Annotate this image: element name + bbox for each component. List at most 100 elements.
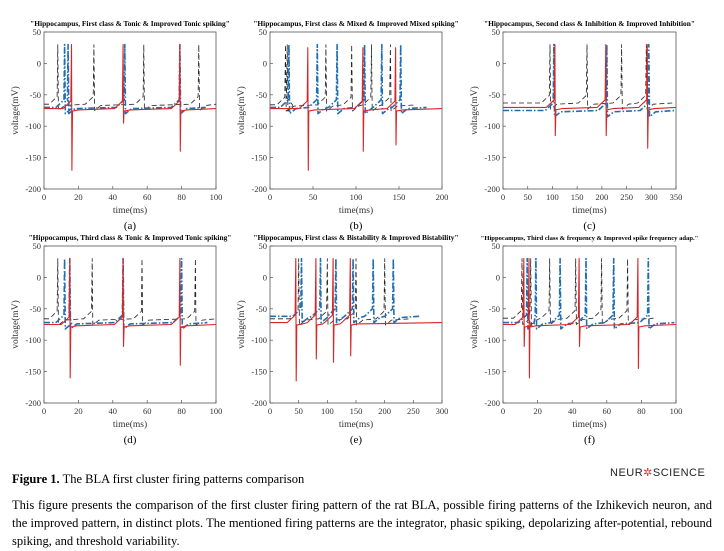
y-axis-label: voltage(mV) — [10, 300, 21, 349]
y-tick-label: -50 — [256, 90, 267, 100]
x-tick-label: 100 — [670, 406, 683, 416]
series-red-trace — [44, 258, 217, 379]
x-tick-label: 250 — [620, 192, 633, 202]
y-axis-label: voltage(mV) — [469, 86, 480, 135]
y-tick-label: -50 — [256, 304, 267, 314]
figure-label: Figure 1. — [12, 472, 60, 486]
y-tick-label: -100 — [251, 335, 267, 345]
x-axis-label: time(ms) — [113, 205, 147, 216]
journal-logo: NEUR✲SCIENCE — [610, 466, 705, 479]
y-tick-label: -150 — [25, 367, 41, 377]
series-black-trace — [44, 258, 217, 326]
y-tick-label: -150 — [484, 153, 500, 163]
chart-panel-4: "Hippocampus, Third class & Tonic & Impr… — [10, 233, 231, 446]
x-tick-label: 40 — [109, 192, 118, 202]
x-tick-label: 100 — [210, 192, 223, 202]
x-tick-label: 100 — [350, 192, 363, 202]
x-tick-label: 40 — [109, 406, 118, 416]
x-axis-label: time(ms) — [572, 419, 606, 430]
x-tick-label: 200 — [378, 406, 391, 416]
figure-description: This figure presents the comparison of t… — [12, 498, 712, 549]
panel-label: (d) — [124, 434, 137, 446]
y-tick-label: 0 — [37, 58, 41, 68]
x-tick-label: 0 — [501, 406, 505, 416]
x-tick-label: 0 — [42, 192, 46, 202]
y-tick-label: -150 — [251, 367, 267, 377]
series-blue-trace — [270, 257, 420, 324]
logo-text-right: SCIENCE — [652, 467, 706, 479]
y-tick-label: 0 — [263, 272, 267, 282]
panel-label: (e) — [350, 434, 363, 446]
y-axis-label: voltage(mV) — [469, 300, 480, 349]
x-tick-label: 100 — [210, 406, 223, 416]
series-blue-trace — [270, 43, 427, 115]
y-tick-label: -200 — [251, 398, 267, 408]
y-tick-label: -100 — [25, 335, 41, 345]
x-tick-label: 0 — [268, 192, 272, 202]
y-tick-label: -150 — [484, 367, 500, 377]
series-black-trace — [503, 44, 673, 110]
x-tick-label: 250 — [407, 406, 420, 416]
logo-dot-icon: ✲ — [643, 467, 653, 479]
y-tick-label: 50 — [259, 241, 268, 251]
x-tick-label: 300 — [645, 192, 658, 202]
figure-title: The BLA first cluster firing patterns co… — [62, 472, 305, 486]
x-tick-label: 300 — [436, 406, 449, 416]
panel-label: (c) — [583, 220, 596, 232]
x-axis-label: time(ms) — [113, 419, 147, 430]
chart-title: "Hippocampus, First class & Tonic & Impr… — [30, 19, 230, 28]
chart-panel-5: "Hippocampus, First class & Bistability … — [236, 233, 459, 446]
series-black-trace — [270, 258, 411, 326]
x-tick-label: 50 — [309, 192, 318, 202]
y-axis-label: voltage(mV) — [236, 300, 247, 349]
x-tick-label: 60 — [143, 192, 152, 202]
chart-panel-3: "Hippocampus, Second class & Inhibition … — [469, 19, 695, 232]
y-tick-label: -100 — [25, 121, 41, 131]
logo-text-left: NEUR — [610, 467, 644, 479]
plot-frame — [269, 31, 443, 190]
figure-caption-title: Figure 1. The BLA first cluster firing p… — [12, 472, 304, 487]
x-tick-label: 50 — [294, 406, 303, 416]
x-tick-label: 200 — [436, 192, 449, 202]
x-tick-label: 350 — [670, 192, 683, 202]
panel-label: (b) — [350, 220, 363, 232]
y-tick-label: 50 — [492, 27, 501, 37]
x-tick-label: 150 — [350, 406, 363, 416]
y-tick-label: -150 — [251, 153, 267, 163]
plot-frame — [43, 31, 217, 190]
y-axis-label: voltage(mV) — [236, 86, 247, 135]
chart-panel-2: "Hippocampus, First class & Mixed & Impr… — [236, 19, 459, 232]
series-blue-trace — [503, 43, 675, 118]
x-tick-label: 100 — [546, 192, 559, 202]
y-tick-label: -200 — [25, 398, 41, 408]
chart-title: "Hippocampus, First class & Bistability … — [253, 233, 458, 242]
y-axis-label: voltage(mV) — [10, 86, 21, 135]
y-tick-label: -50 — [30, 90, 41, 100]
x-tick-label: 20 — [74, 192, 83, 202]
x-tick-label: 50 — [523, 192, 532, 202]
y-tick-label: -100 — [484, 335, 500, 345]
x-tick-label: 80 — [177, 406, 186, 416]
chart-title: "Hippocampus, Third class & frequency & … — [481, 235, 699, 242]
y-tick-label: 50 — [492, 241, 501, 251]
x-tick-label: 0 — [501, 192, 505, 202]
y-tick-label: 50 — [33, 241, 42, 251]
chart-title: "Hippocampus, Third class & Tonic & Impr… — [29, 233, 232, 242]
series-red-trace — [503, 258, 677, 379]
y-tick-label: -150 — [25, 153, 41, 163]
series-red-trace — [503, 44, 677, 149]
y-tick-label: -200 — [25, 184, 41, 194]
y-tick-label: 50 — [259, 27, 268, 37]
x-tick-label: 100 — [321, 406, 334, 416]
y-tick-label: 0 — [496, 272, 500, 282]
series-red-trace — [270, 258, 443, 382]
y-tick-label: -50 — [30, 304, 41, 314]
series-blue-trace — [44, 257, 208, 330]
y-tick-label: 50 — [33, 27, 42, 37]
y-tick-label: -100 — [251, 121, 267, 131]
panel-label: (f) — [584, 434, 595, 446]
x-tick-label: 0 — [42, 406, 46, 416]
panel-label: (a) — [124, 220, 137, 232]
y-tick-label: -200 — [484, 184, 500, 194]
